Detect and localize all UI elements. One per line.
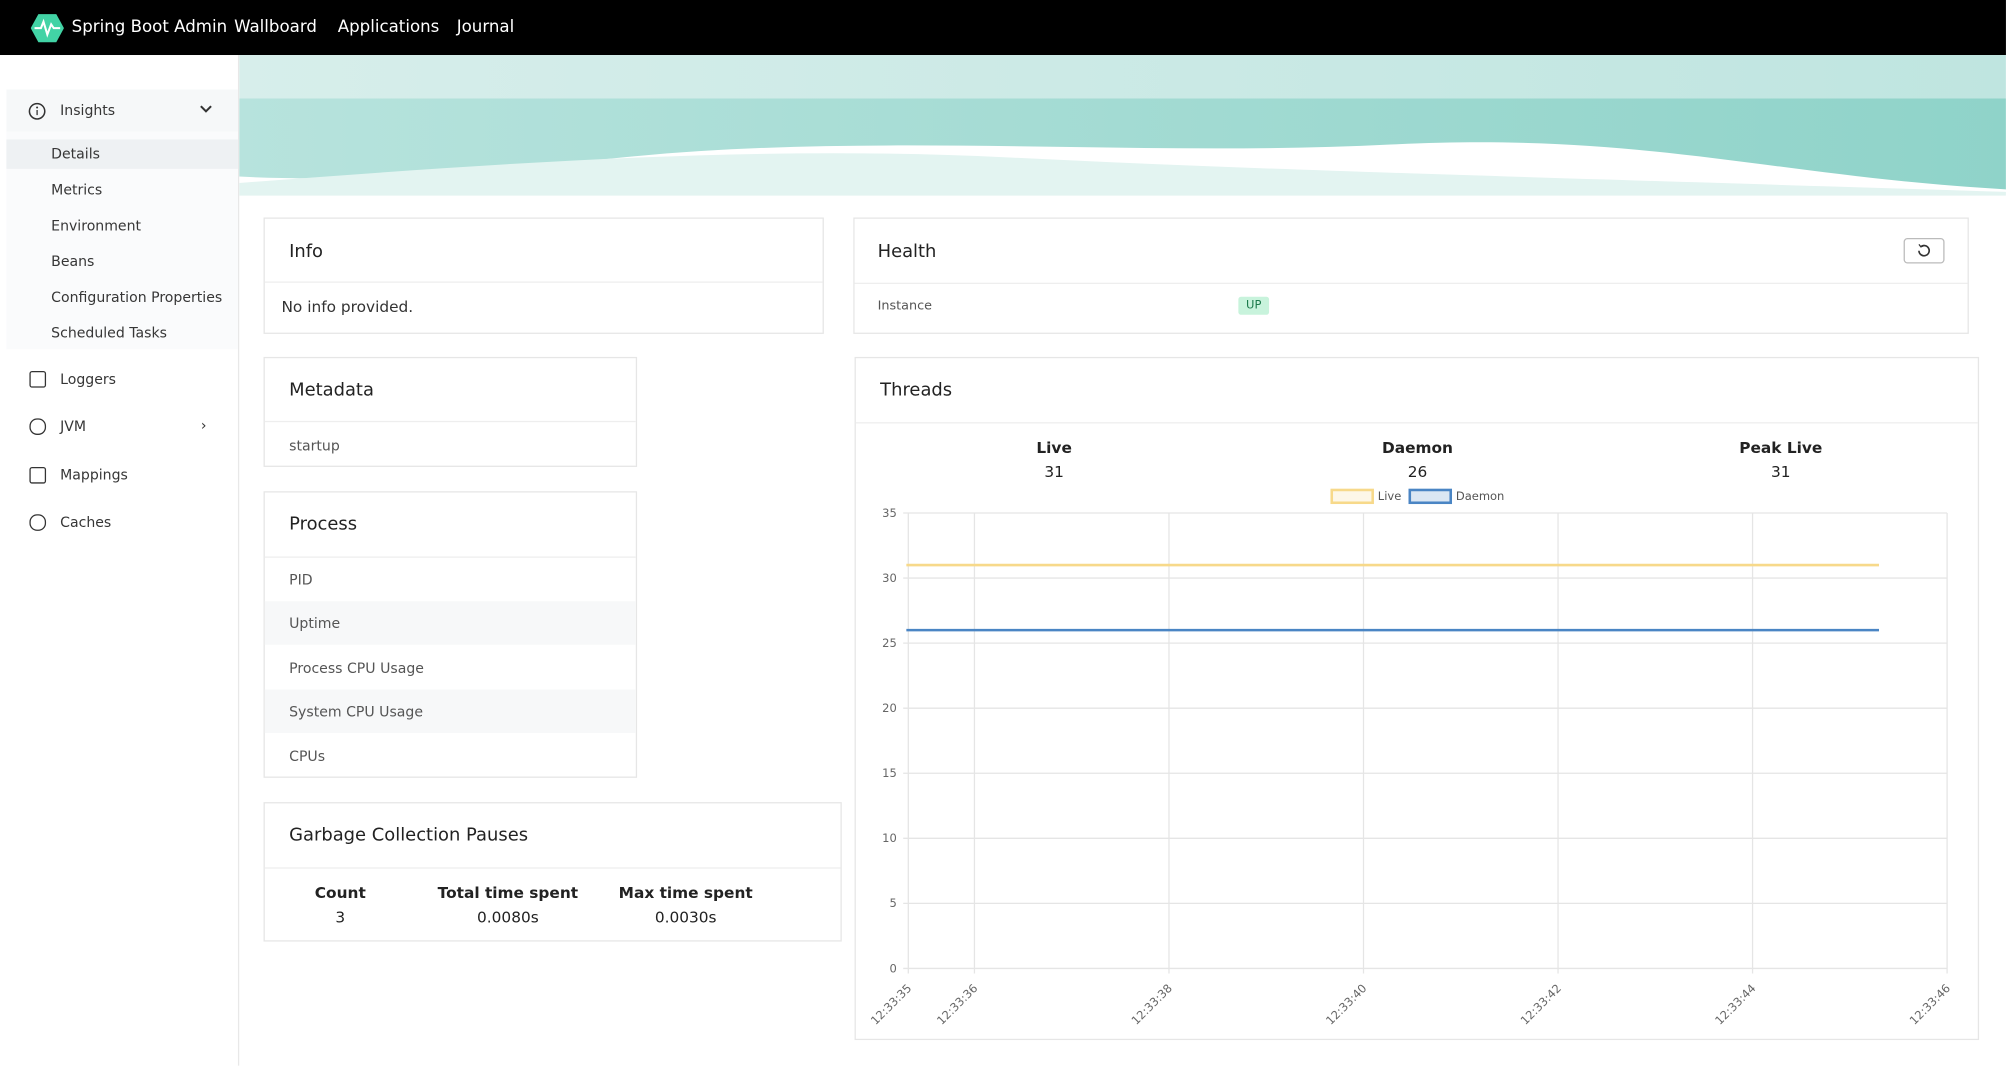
y-tick-label: 35 bbox=[882, 506, 897, 520]
menu-item[interactable]: Caches bbox=[60, 514, 112, 531]
menu-item[interactable]: Scheduled Tasks bbox=[51, 324, 167, 342]
menu-item[interactable]: Details bbox=[51, 145, 100, 163]
chevron: › bbox=[200, 417, 207, 434]
y-tick-label: 5 bbox=[889, 896, 896, 910]
card-title: Threads bbox=[880, 379, 953, 401]
stat-value: 31 bbox=[1044, 463, 1064, 482]
legend-swatch bbox=[1408, 488, 1453, 505]
menu-item[interactable]: Environment bbox=[51, 217, 142, 235]
process-key: Process CPU Usage bbox=[289, 659, 424, 677]
x-tick-label: 12:33:36 bbox=[934, 981, 980, 1027]
meta-key: startup bbox=[289, 437, 340, 455]
sidebar: Insights Details Metrics Environment Beans C… bbox=[0, 55, 240, 1066]
divider bbox=[855, 422, 1978, 424]
legend-label: Live bbox=[1378, 489, 1401, 503]
stat-value: 0.0080s bbox=[477, 908, 539, 927]
x-tick-label: 12:33:42 bbox=[1518, 981, 1564, 1027]
threads-card: Threads Live 31 Daemon 26 Peak Live 31 bbox=[854, 356, 1980, 1041]
brand[interactable]: Spring Boot Admin bbox=[71, 17, 228, 38]
stat-value: 26 bbox=[1407, 463, 1428, 482]
nav-link[interactable]: Wallboard bbox=[234, 17, 317, 38]
chevron bbox=[200, 105, 212, 113]
divider bbox=[264, 867, 841, 869]
nav-link[interactable]: Journal bbox=[456, 17, 515, 38]
x-tick-label: 12:33:44 bbox=[1712, 981, 1758, 1027]
legend-swatch bbox=[1330, 488, 1374, 505]
menu-item[interactable]: Mappings bbox=[60, 466, 128, 484]
process-key: PID bbox=[289, 571, 313, 589]
y-tick-label: 25 bbox=[882, 636, 897, 650]
stat-value: 3 bbox=[335, 908, 346, 927]
menu-item[interactable]: Beans bbox=[51, 253, 95, 270]
stat-label: Total time spent bbox=[437, 883, 579, 902]
y-tick-label: 15 bbox=[882, 766, 897, 780]
card-title: Process bbox=[289, 514, 358, 535]
row-bg bbox=[264, 601, 636, 646]
metadata-card: Metadata startup bbox=[263, 356, 638, 467]
divider bbox=[854, 282, 1968, 285]
row-bg bbox=[264, 689, 636, 734]
health-label: Instance bbox=[877, 299, 933, 314]
logo bbox=[30, 14, 64, 43]
gc-card: Garbage Collection Pauses Count 3 Total ti… bbox=[263, 802, 842, 942]
divider bbox=[264, 281, 823, 283]
divider bbox=[264, 420, 636, 423]
card-title: Garbage Collection Pauses bbox=[289, 825, 529, 846]
divider bbox=[264, 556, 636, 558]
nav-link[interactable]: Applications bbox=[337, 17, 440, 38]
stat-label: Peak Live bbox=[1739, 438, 1823, 457]
card-title: Info bbox=[289, 241, 324, 263]
menu-item[interactable]: JVM bbox=[60, 418, 87, 435]
menu-icon bbox=[29, 370, 47, 388]
health-card: Health Instance UP bbox=[853, 217, 1969, 334]
y-tick-label: 0 bbox=[889, 961, 896, 975]
x-tick-label: 12:33:40 bbox=[1323, 981, 1369, 1027]
y-tick-label: 30 bbox=[882, 571, 897, 585]
stat-value: 31 bbox=[1771, 463, 1791, 482]
stat-label: Daemon bbox=[1381, 438, 1453, 457]
active-item bbox=[6, 139, 238, 169]
process-key: CPUs bbox=[289, 747, 326, 765]
menu-item[interactable]: Configuration Properties bbox=[51, 289, 223, 306]
x-tick-label: 12:33:46 bbox=[1907, 981, 1953, 1027]
menu-icon bbox=[29, 514, 47, 531]
stat-label: Count bbox=[314, 883, 366, 902]
menu-item[interactable]: Loggers bbox=[60, 370, 116, 388]
legend-label: Daemon bbox=[1456, 489, 1505, 503]
card-title: Metadata bbox=[289, 379, 374, 401]
process-card: Process PID Uptime Process CPU Usage System… bbox=[263, 491, 638, 778]
process-key: System CPU Usage bbox=[289, 703, 424, 721]
info-icon bbox=[28, 102, 46, 120]
y-tick-label: 10 bbox=[882, 831, 897, 845]
banner bbox=[239, 55, 2006, 196]
insights[interactable]: Insights bbox=[60, 102, 116, 119]
x-tick-label: 12:33:38 bbox=[1129, 981, 1175, 1027]
status-badge: UP bbox=[1238, 296, 1270, 315]
stat-value: 0.0030s bbox=[654, 908, 717, 927]
menu-icon bbox=[29, 418, 47, 435]
card-title: Health bbox=[877, 241, 937, 263]
threads-chart: 0 5 10 15 20 25 30 35 12:33:35 12:33:36 12:33:38 12… bbox=[868, 488, 1953, 1028]
stat-label: Live bbox=[1036, 438, 1072, 457]
info-card: Info No info provided. bbox=[263, 217, 824, 334]
history-button[interactable] bbox=[1903, 237, 1945, 264]
top-nav: Spring Boot Admin bbox=[0, 0, 2006, 56]
menu-item[interactable]: Metrics bbox=[51, 181, 103, 199]
process-key: Uptime bbox=[289, 615, 341, 633]
x-tick-label: 12:33:35 bbox=[868, 981, 914, 1027]
stat-label: Max time spent bbox=[618, 883, 753, 902]
menu-icon bbox=[29, 466, 47, 484]
y-tick-label: 20 bbox=[882, 701, 897, 715]
info-text: No info provided. bbox=[281, 298, 414, 316]
